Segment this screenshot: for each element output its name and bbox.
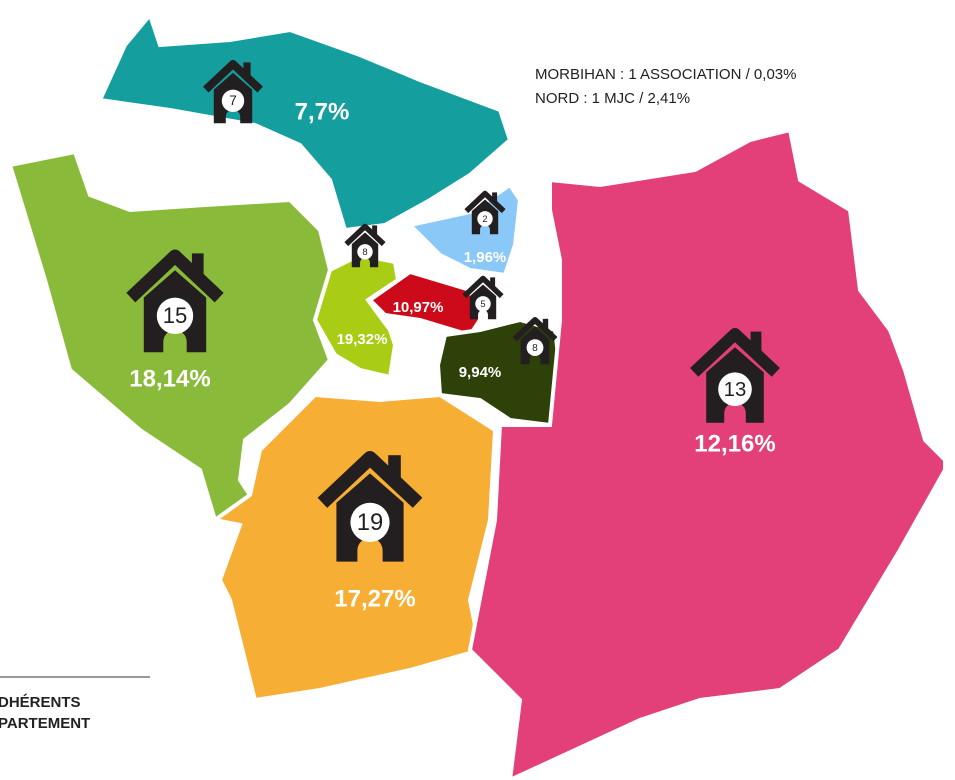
house-count: 8 — [362, 247, 367, 257]
region — [97, 10, 513, 233]
region-share: 18,14% — [129, 365, 210, 392]
house-icon: 8 — [344, 223, 386, 268]
region — [7, 149, 333, 524]
roof — [464, 190, 506, 214]
roof — [512, 316, 558, 342]
region — [312, 252, 401, 380]
chimney — [492, 192, 498, 203]
chimney — [372, 225, 378, 236]
house-count: 8 — [532, 343, 538, 354]
house-count: 5 — [480, 299, 485, 309]
region — [467, 127, 947, 780]
note: NORD : 1 MJC / 2,41% — [535, 90, 690, 107]
house-icon: 19 — [317, 451, 423, 562]
regions: 7 7,7% 15 18,14% 8 19,32% 2 1,96% 5 10,97% 8 9,94% 1… — [7, 10, 947, 780]
chimney — [243, 62, 251, 77]
roof — [203, 59, 263, 93]
note: MORBIHAN : 1 ASSOCIATION / 0,03% — [535, 66, 796, 83]
house-count: 2 — [482, 214, 487, 224]
house-icon: 5 — [462, 275, 504, 320]
count-badge — [526, 339, 544, 356]
house-icon: 8 — [512, 316, 558, 365]
chimney — [750, 331, 762, 354]
count-badge — [475, 296, 491, 312]
roof — [126, 249, 224, 303]
count-badge — [357, 244, 373, 260]
chimney — [490, 277, 496, 288]
region-share: 17,27% — [334, 585, 415, 612]
chimney — [542, 318, 549, 330]
roof — [344, 223, 386, 247]
count-badge — [156, 297, 194, 334]
region-share: 1,96% — [464, 249, 507, 266]
legend-line: PARTEMENT — [0, 715, 90, 732]
roof — [462, 275, 504, 299]
region-share: 10,97% — [393, 299, 444, 316]
region-share: 19,32% — [337, 331, 388, 348]
house-count: 19 — [357, 509, 383, 536]
region — [366, 269, 483, 338]
region-share: 7,7% — [295, 98, 350, 125]
house-icon: 13 — [690, 327, 780, 423]
count-badge — [350, 502, 390, 542]
roof — [690, 327, 780, 377]
legend-line: DHÉRENTS — [0, 694, 81, 711]
house-count: 15 — [163, 303, 188, 328]
house-icon: 15 — [126, 249, 224, 353]
count-badge — [221, 89, 245, 112]
chimney — [191, 253, 204, 277]
count-badge — [477, 211, 493, 227]
house-count: 7 — [229, 93, 237, 108]
region-share: 9,94% — [459, 364, 502, 381]
house-count: 13 — [724, 379, 747, 401]
house-icon: 2 — [464, 190, 506, 235]
house-icon: 7 — [203, 59, 263, 124]
chimney — [388, 455, 401, 481]
roof — [317, 451, 423, 508]
region-share: 12,16% — [694, 430, 775, 457]
count-badge — [718, 372, 752, 406]
